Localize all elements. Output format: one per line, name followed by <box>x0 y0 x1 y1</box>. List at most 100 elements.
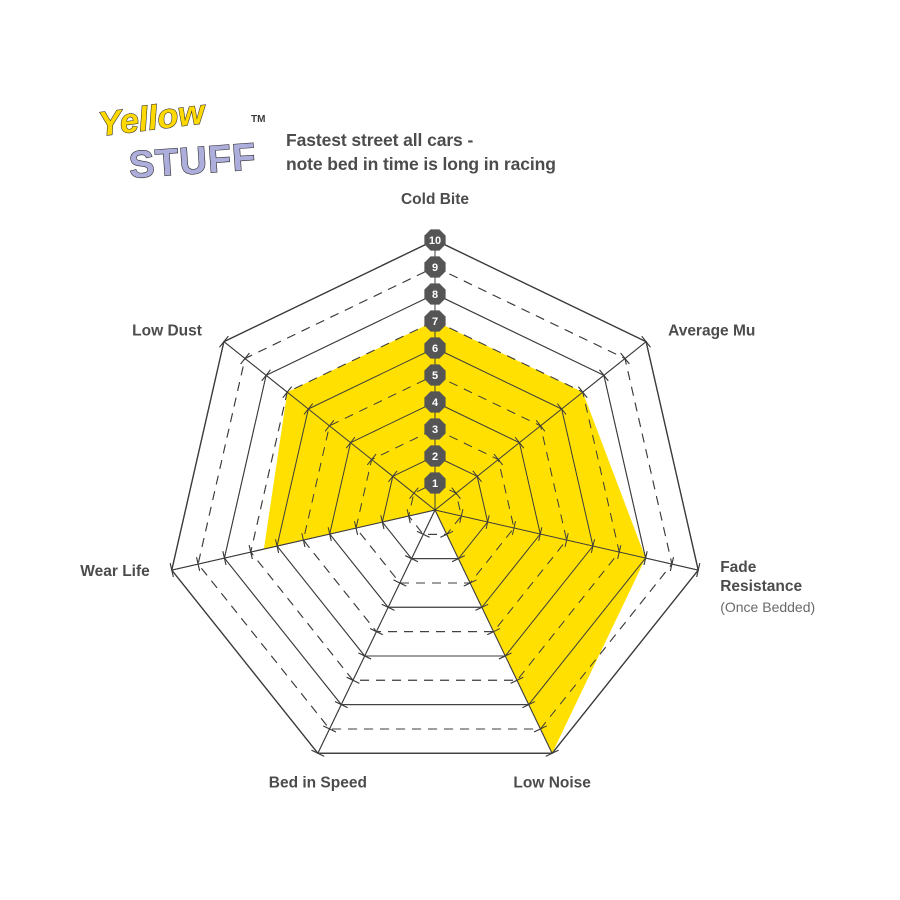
tick-1-2 <box>472 470 482 483</box>
badge-value-7: 7 <box>432 316 438 328</box>
tick-2-1 <box>459 509 464 523</box>
tick-5-2 <box>380 515 385 529</box>
badge-value-4: 4 <box>432 397 439 409</box>
badge-shape-7 <box>424 310 446 332</box>
axis-label-cold-bite: Cold Bite <box>401 191 469 208</box>
grid-ring-2 <box>381 455 489 560</box>
spoke-tick-marks-overlay <box>169 335 701 757</box>
grid-ring-3 <box>355 428 515 584</box>
badge-shape-4 <box>424 391 446 413</box>
yellowstuff-logo: Yellow STUFF TM <box>96 92 271 190</box>
badge-value-2: 2 <box>432 451 438 463</box>
badge-value-10: 10 <box>429 235 441 247</box>
logo-bottom-word: STUFF <box>128 136 258 187</box>
axis-label-wear-life: Wear Life <box>80 563 150 580</box>
badge-shape-3 <box>424 418 446 440</box>
grid-ring-10 <box>171 239 699 754</box>
grid-ring-5 <box>302 374 568 633</box>
scale-badges: 1 2 3 4 5 6 7 8 9 10 <box>424 229 446 494</box>
tick-3-7 <box>510 676 524 684</box>
tick-1-6 <box>556 403 567 415</box>
badge-shape-6 <box>424 337 446 359</box>
badge-shape-1 <box>424 472 446 494</box>
grid-ring-9 <box>197 266 673 730</box>
scale-badge-1: 1 <box>424 472 446 494</box>
tick-5-4 <box>327 527 332 541</box>
scale-badge-8: 8 <box>424 283 446 305</box>
tick-5-5 <box>301 533 306 547</box>
scale-badge-9: 9 <box>424 256 446 278</box>
tick-3-10 <box>545 749 559 757</box>
tick-2-10 <box>696 563 701 578</box>
badge-shape-9 <box>424 256 446 278</box>
badge-value-3: 3 <box>432 424 438 436</box>
tick-4-1 <box>416 530 430 538</box>
tick-6-1 <box>409 487 419 499</box>
tick-5-9 <box>196 557 201 572</box>
tick-6-5 <box>324 420 335 432</box>
axis-label-low-dust: Low Dust <box>132 323 202 340</box>
axis-label-low-noise: Low Noise <box>513 774 591 791</box>
scale-badge-7: 7 <box>424 310 446 332</box>
tick-4-4 <box>381 603 395 611</box>
tick-3-2 <box>451 555 465 563</box>
tick-6-2 <box>388 470 398 483</box>
axis-label-average-mu: Average Mu <box>668 323 755 340</box>
tick-2-7 <box>617 545 622 559</box>
tick-5-7 <box>248 545 253 559</box>
scale-badge-10: 10 <box>424 229 446 251</box>
logo-artwork: Yellow STUFF TM <box>96 92 266 187</box>
tick-6-6 <box>303 403 314 415</box>
tick-3-8 <box>522 701 536 709</box>
tick-5-3 <box>353 521 359 535</box>
badge-shape-2 <box>424 445 446 467</box>
badge-value-5: 5 <box>432 370 438 382</box>
tick-2-2 <box>485 515 490 529</box>
axis-label-fade-resistance: Fade Resistance <box>720 559 802 595</box>
badge-value-6: 6 <box>432 343 438 355</box>
tick-4-10 <box>311 749 325 757</box>
tick-1-5 <box>535 420 546 432</box>
badge-value-9: 9 <box>432 262 438 274</box>
tick-2-9 <box>669 557 674 572</box>
tick-1-1 <box>451 487 461 499</box>
tick-4-2 <box>405 555 419 563</box>
tick-2-5 <box>564 533 569 547</box>
tick-3-3 <box>463 579 477 587</box>
grid-rings-overlay <box>171 239 699 754</box>
badge-shape-8 <box>424 283 446 305</box>
tick-4-8 <box>334 701 348 709</box>
tick-1-9 <box>620 352 630 365</box>
tick-3-1 <box>440 530 454 538</box>
tick-1-7 <box>578 386 588 398</box>
tick-2-3 <box>511 521 517 535</box>
grid-ring-6 <box>276 347 594 657</box>
scale-badge-3: 3 <box>424 418 446 440</box>
tick-1-10 <box>641 335 651 348</box>
tick-2-8 <box>643 551 648 566</box>
tick-5-6 <box>275 539 280 553</box>
badge-shape-10 <box>424 229 446 251</box>
badge-value-8: 8 <box>432 289 438 301</box>
tick-3-9 <box>533 725 547 733</box>
tick-5-1 <box>406 509 411 523</box>
header: Yellow STUFF TM Fastest street all cars … <box>96 92 796 195</box>
tagline-text: Fastest street all cars - note bed in ti… <box>286 130 556 174</box>
tick-4-9 <box>323 725 337 733</box>
badge-shape-5 <box>424 364 446 386</box>
tick-6-8 <box>261 369 271 382</box>
tick-6-10 <box>219 335 229 348</box>
tick-3-6 <box>498 652 512 660</box>
tick-4-5 <box>369 628 383 636</box>
scale-badge-6: 6 <box>424 337 446 359</box>
scale-badge-4: 4 <box>424 391 446 413</box>
scale-badge-2: 2 <box>424 445 446 467</box>
axis-labels: Cold Bite Average Mu Fade Resistance (Once B… <box>80 191 815 791</box>
tick-5-8 <box>222 551 227 566</box>
axis-sublabel-fade-resistance: (Once Bedded) <box>720 599 815 615</box>
scale-badge-5: 5 <box>424 364 446 386</box>
series-polygon-group <box>263 321 646 754</box>
